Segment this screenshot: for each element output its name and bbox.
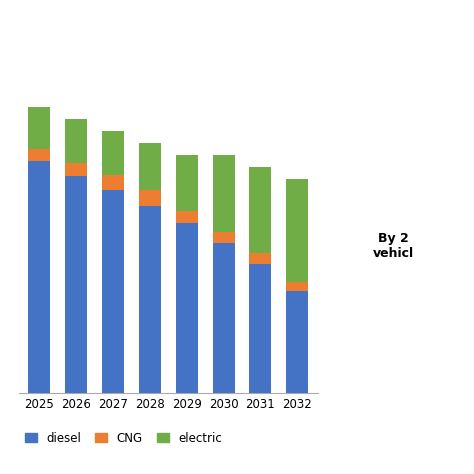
Bar bbox=[102, 175, 124, 191]
Bar bbox=[28, 149, 50, 161]
Bar bbox=[176, 211, 198, 223]
Text: By 2
vehicl: By 2 vehicl bbox=[373, 232, 414, 261]
Text: Composition of the vehicle fleet by fu: Composition of the vehicle fleet by fu bbox=[5, 22, 346, 37]
Bar bbox=[139, 143, 161, 191]
Bar bbox=[249, 166, 272, 253]
Bar bbox=[139, 206, 161, 393]
Bar bbox=[286, 283, 309, 291]
Bar bbox=[65, 163, 87, 176]
Bar bbox=[28, 161, 50, 393]
Bar bbox=[102, 131, 124, 175]
Bar bbox=[212, 232, 235, 243]
Bar bbox=[212, 243, 235, 393]
Bar bbox=[286, 291, 309, 393]
Legend: diesel, CNG, electric: diesel, CNG, electric bbox=[25, 431, 222, 445]
Bar bbox=[102, 191, 124, 393]
Bar bbox=[176, 155, 198, 211]
Bar bbox=[65, 119, 87, 163]
Bar bbox=[65, 176, 87, 393]
Bar bbox=[28, 107, 50, 149]
Bar bbox=[249, 253, 272, 264]
Bar bbox=[249, 264, 272, 393]
Bar bbox=[139, 191, 161, 206]
Bar bbox=[286, 179, 309, 283]
Bar bbox=[212, 155, 235, 232]
Bar bbox=[176, 223, 198, 393]
